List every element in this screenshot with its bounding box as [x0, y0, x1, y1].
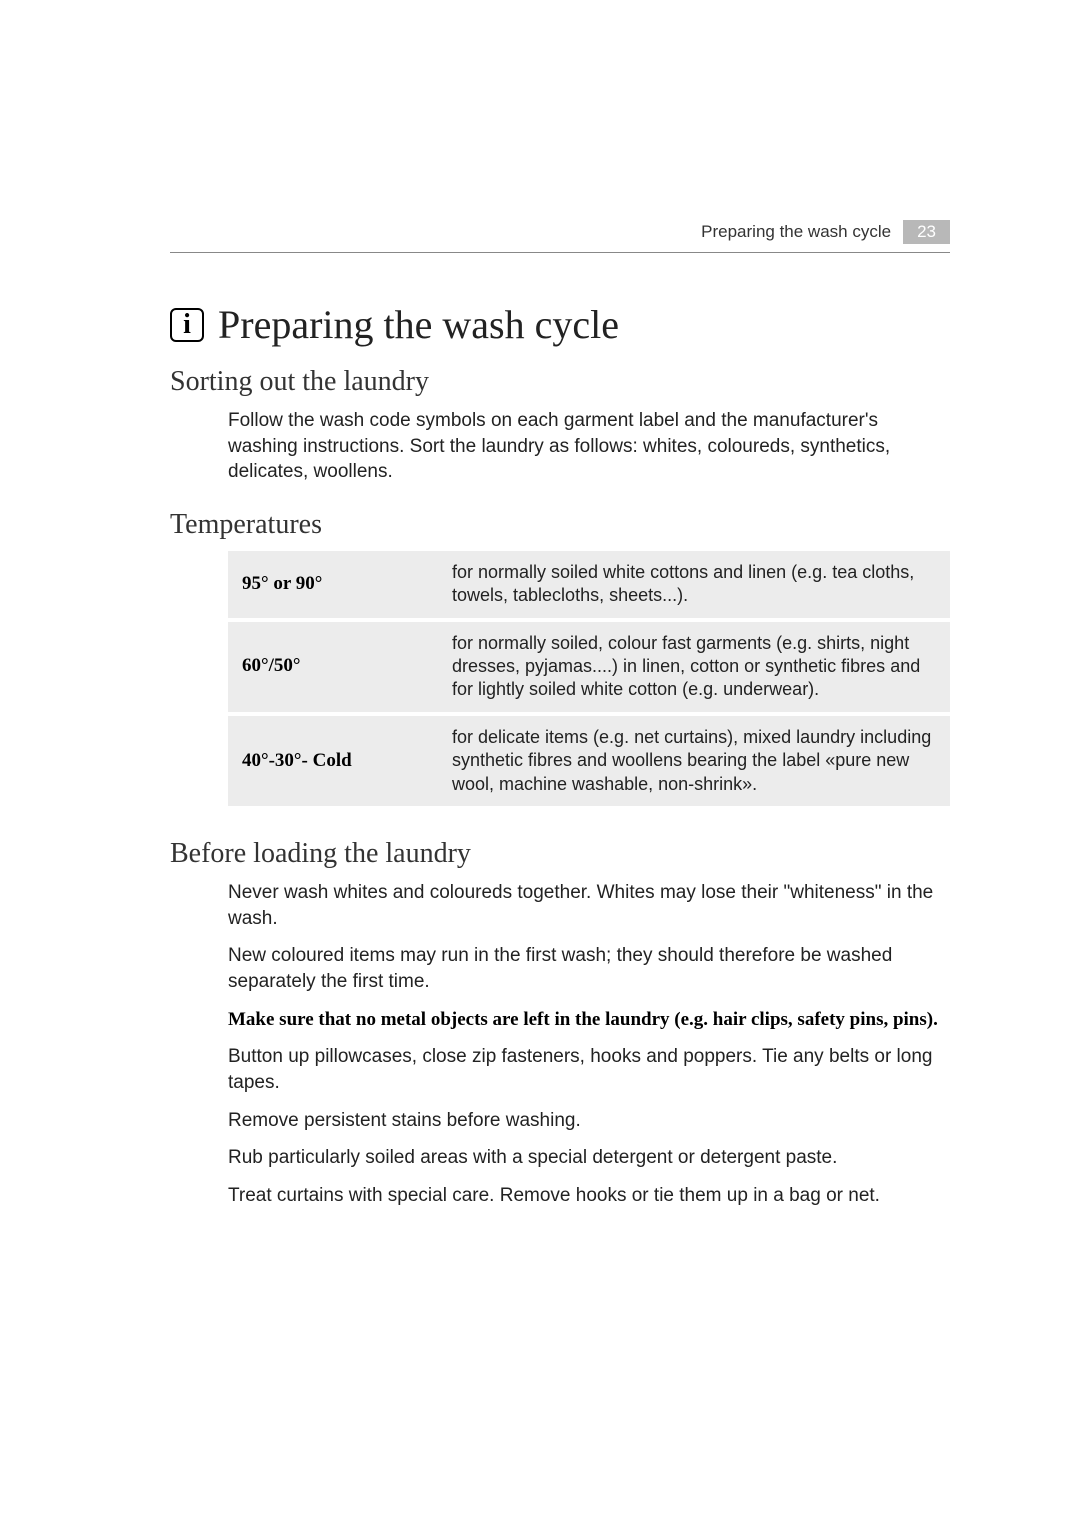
info-icon: i	[170, 308, 204, 342]
page-title: Preparing the wash cycle	[218, 301, 619, 348]
page-content: Preparing the wash cycle 23 i Preparing …	[0, 0, 1080, 1208]
before-loading-para: Rub particularly soiled areas with a spe…	[228, 1145, 950, 1171]
sorting-section: Sorting out the laundry Follow the wash …	[170, 366, 950, 485]
before-loading-para: Button up pillowcases, close zip fastene…	[228, 1044, 950, 1095]
before-loading-para: Never wash whites and coloureds together…	[228, 880, 950, 931]
temp-label: 95° or 90°	[228, 551, 438, 620]
header-title: Preparing the wash cycle	[701, 222, 891, 242]
before-loading-section: Before loading the laundry Never wash wh…	[170, 838, 950, 1208]
table-row: 60°/50° for normally soiled, colour fast…	[228, 620, 950, 714]
temperatures-table: 95° or 90° for normally soiled white cot…	[228, 551, 950, 810]
before-loading-para: Treat curtains with special care. Remove…	[228, 1183, 950, 1209]
header-rule	[170, 252, 950, 253]
temperatures-title: Temperatures	[170, 509, 950, 541]
temp-desc: for delicate items (e.g. net curtains), …	[438, 714, 950, 808]
temp-desc: for normally soiled white cottons and li…	[438, 551, 950, 620]
sorting-body: Follow the wash code symbols on each gar…	[228, 408, 950, 485]
before-loading-para: Remove persistent stains before washing.	[228, 1108, 950, 1134]
before-loading-bold: Make sure that no metal objects are left…	[228, 1007, 950, 1033]
running-header: Preparing the wash cycle 23	[170, 220, 950, 244]
table-row: 40°-30°- Cold for delicate items (e.g. n…	[228, 714, 950, 808]
main-title-row: i Preparing the wash cycle	[170, 301, 950, 348]
before-loading-para: New coloured items may run in the first …	[228, 943, 950, 994]
table-row: 95° or 90° for normally soiled white cot…	[228, 551, 950, 620]
temp-label: 40°-30°- Cold	[228, 714, 438, 808]
before-loading-title: Before loading the laundry	[170, 838, 950, 870]
page-number: 23	[903, 220, 950, 244]
sorting-title: Sorting out the laundry	[170, 366, 950, 398]
temp-desc: for normally soiled, colour fast garment…	[438, 620, 950, 714]
temperatures-section: Temperatures 95° or 90° for normally soi…	[170, 509, 950, 810]
temp-label: 60°/50°	[228, 620, 438, 714]
